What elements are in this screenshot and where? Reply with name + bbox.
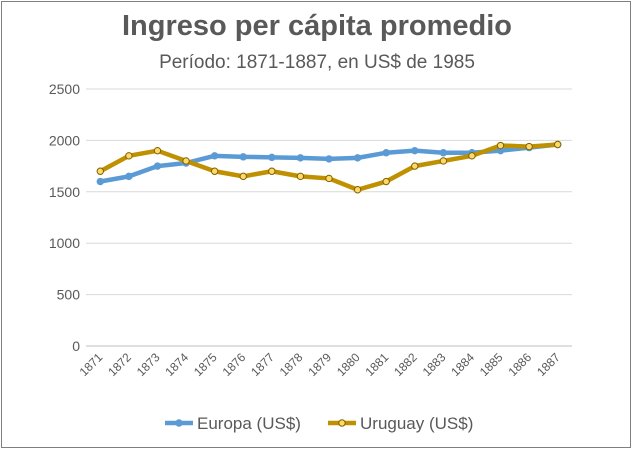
x-tick-label: 1887 [534, 350, 563, 379]
legend-marker [175, 419, 183, 427]
data-point [296, 154, 305, 162]
data-point [296, 172, 305, 181]
data-point [268, 153, 276, 162]
data-point [411, 162, 419, 170]
data-point [125, 152, 133, 160]
data-point [239, 172, 247, 181]
data-point [153, 146, 162, 155]
data-point [96, 167, 104, 175]
x-tick-label: 1884 [448, 350, 477, 379]
y-tick-label: 1500 [49, 184, 80, 200]
data-point [353, 154, 362, 162]
data-point [439, 149, 448, 157]
series-lines [96, 140, 562, 194]
data-point [325, 174, 333, 183]
x-tick-label: 1886 [505, 350, 534, 379]
gridlines [86, 88, 572, 347]
data-point [210, 167, 219, 175]
x-tick-label: 1880 [334, 350, 363, 379]
y-tick-label: 500 [57, 287, 81, 303]
x-tick-label: 1878 [277, 350, 306, 379]
chart-title: Ingreso per cápita promedio [122, 10, 512, 42]
y-tick-label: 0 [72, 338, 80, 354]
x-axis-ticks: 1871 1872 1873 1874 1875 1876 1877 1878 1879 1880… [77, 350, 563, 379]
data-point [411, 146, 419, 155]
legend-label: Europa (US$) [197, 414, 301, 433]
data-point [382, 149, 390, 157]
x-tick-label: 1874 [162, 350, 191, 379]
x-tick-label: 1873 [134, 350, 163, 379]
data-point [468, 152, 476, 160]
y-tick-label: 2500 [49, 81, 80, 97]
data-point [554, 140, 562, 149]
x-tick-label: 1875 [191, 350, 220, 379]
data-point [382, 177, 390, 186]
data-point [496, 141, 505, 150]
chart-subtitle: Período: 1871-1887, en US$ de 1985 [159, 52, 475, 73]
data-point [439, 157, 448, 165]
x-tick-label: 1883 [420, 350, 449, 379]
legend-item: Europa (US$) [165, 414, 301, 433]
series-2 [96, 140, 562, 194]
x-tick-label: 1871 [77, 350, 106, 379]
data-point [125, 172, 133, 181]
legend-marker [338, 419, 346, 427]
data-point [525, 142, 533, 151]
legend-item: Uruguay (US$) [328, 414, 473, 433]
data-point [182, 157, 190, 165]
data-point [210, 152, 219, 160]
x-tick-label: 1872 [105, 350, 134, 379]
y-tick-label: 1000 [49, 235, 80, 251]
data-point [96, 177, 104, 186]
x-tick-label: 1879 [305, 350, 334, 379]
legend: Europa (US$) Uruguay (US$) [165, 414, 473, 433]
data-point [239, 153, 247, 161]
x-tick-label: 1882 [391, 350, 420, 379]
data-point [325, 155, 333, 163]
data-point [268, 167, 276, 175]
data-point [353, 186, 362, 194]
data-point [153, 162, 162, 170]
x-tick-label: 1876 [220, 350, 249, 379]
y-tick-label: 2000 [49, 132, 80, 148]
legend-label: Uruguay (US$) [360, 414, 473, 433]
y-axis-ticks: 0 500 1000 1500 2000 2500 [49, 81, 80, 354]
x-tick-label: 1885 [477, 350, 506, 379]
x-tick-label: 1881 [363, 350, 392, 379]
x-tick-label: 1877 [248, 350, 277, 379]
